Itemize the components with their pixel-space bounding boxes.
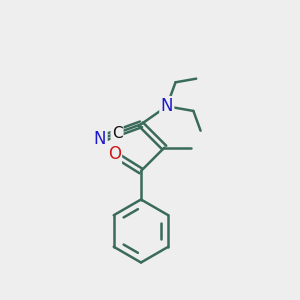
Text: C: C [112,126,122,141]
Text: O: O [108,145,121,163]
Text: N: N [94,130,106,148]
Text: N: N [160,97,173,115]
